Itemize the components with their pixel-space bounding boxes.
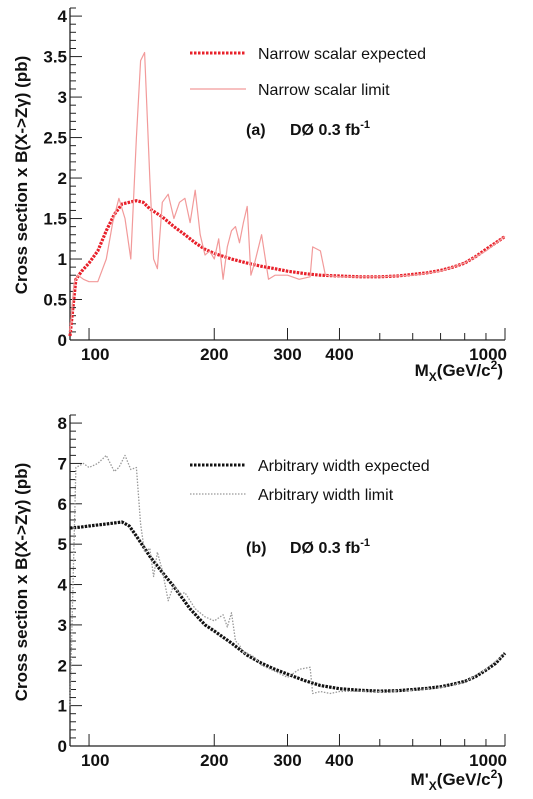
y-tick-label: 6 — [58, 495, 67, 514]
panel-a-x-axis-label: MX(GeV/c2) — [415, 358, 503, 384]
series-line-a-1 — [69, 51, 506, 332]
panel-b-series — [69, 454, 507, 706]
panel-b-x-axis-label: M'X(GeV/c2) — [411, 767, 503, 793]
series-line-b-0 — [69, 520, 507, 693]
y-tick-label: 2 — [58, 169, 67, 188]
series-line-b-1 — [69, 454, 506, 706]
x-tick-label: 1000 — [469, 345, 507, 364]
y-tick-label: 1 — [58, 250, 67, 269]
x-tick-label: 300 — [273, 345, 301, 364]
panel-b-annotation: DØ 0.3 fb-1 — [290, 537, 370, 557]
y-tick-label: 7 — [58, 454, 67, 473]
x-tick-label: 100 — [81, 751, 109, 770]
panel-a: 0 0.5 1 1.5 2 2.5 3 3.5 4 100 200 300 400 1000 Cross … — [12, 7, 507, 384]
x-tick-label: 200 — [200, 751, 228, 770]
panel-b-y-axis-label: Cross section x B(X->Zγ) (pb) — [12, 463, 31, 702]
panel-a-series — [68, 51, 506, 337]
legend-label-narrow-expected: Narrow scalar expected — [258, 46, 426, 63]
y-tick-label: 2.5 — [43, 129, 67, 148]
legend-label-narrow-limit: Narrow scalar limit — [258, 82, 390, 99]
panel-a-ticks: 0 0.5 1 1.5 2 2.5 3 3.5 4 100 200 300 400 1000 — [43, 7, 507, 364]
panel-a-annotation: DØ 0.3 fb-1 — [290, 119, 370, 139]
x-tick-label: 1000 — [469, 751, 507, 770]
panel-a-label: (a) — [246, 122, 266, 139]
y-tick-label: 2 — [58, 656, 67, 675]
x-tick-label: 400 — [325, 345, 353, 364]
legend-label-arbitrary-limit: Arbitrary width limit — [258, 487, 394, 504]
y-tick-label: 8 — [58, 414, 67, 433]
y-tick-label: 4 — [58, 7, 68, 26]
y-tick-label: 4 — [58, 576, 68, 595]
y-tick-label: 0 — [58, 737, 67, 756]
y-tick-label: 3.5 — [43, 48, 67, 67]
panel-a-y-axis-label: Cross section x B(X->Zγ) (pb) — [12, 56, 31, 295]
y-tick-label: 1.5 — [43, 210, 67, 229]
panel-b: 0 1 2 3 4 5 6 7 8 100 200 300 400 1000 Cross section … — [12, 414, 507, 793]
y-tick-label: 1 — [58, 697, 67, 716]
x-tick-label: 100 — [81, 345, 109, 364]
x-tick-label: 200 — [200, 345, 228, 364]
panel-b-label: (b) — [246, 540, 266, 557]
y-tick-label: 3 — [58, 616, 67, 635]
y-tick-label: 3 — [58, 88, 67, 107]
y-tick-label: 5 — [58, 535, 67, 554]
y-tick-label: 0.5 — [43, 291, 67, 310]
legend-label-arbitrary-expected: Arbitrary width expected — [258, 458, 430, 475]
x-tick-label: 300 — [273, 751, 301, 770]
panel-b-ticks: 0 1 2 3 4 5 6 7 8 100 200 300 400 1000 — [58, 414, 507, 770]
x-tick-label: 400 — [325, 751, 353, 770]
y-tick-label: 0 — [58, 331, 67, 350]
